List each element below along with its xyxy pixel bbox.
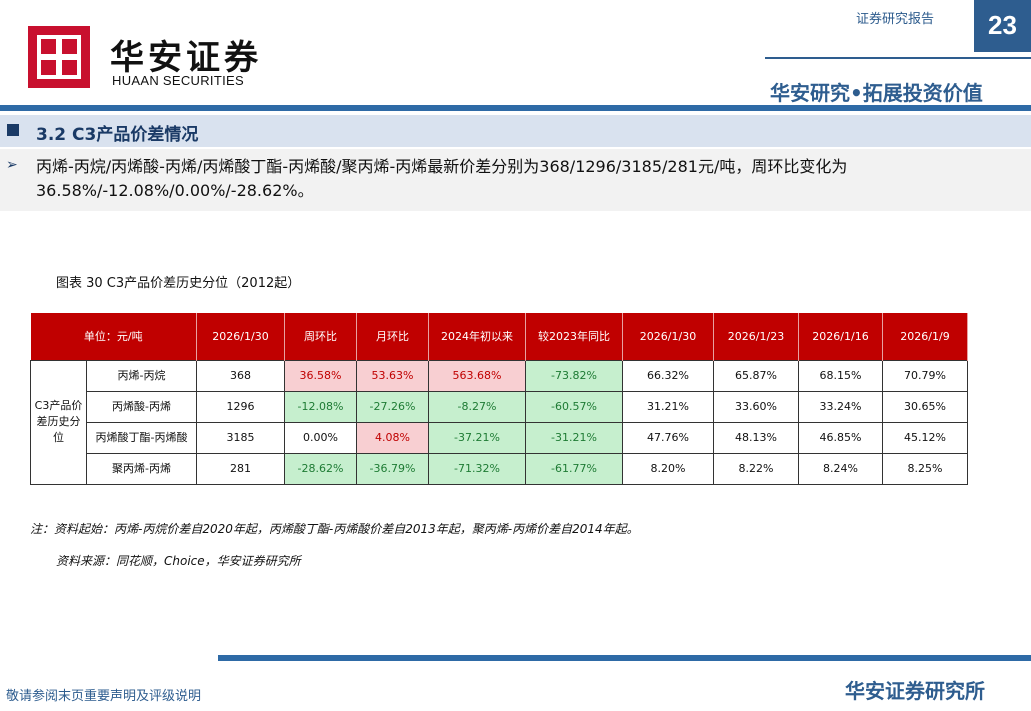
- section-title: 3.2 C3产品价差情况: [36, 125, 199, 145]
- cell-percentile: 33.24%: [798, 390, 883, 423]
- page-number: 23: [974, 0, 1031, 52]
- cell-percentile: 66.32%: [622, 359, 714, 392]
- cell-mom: -27.26%: [356, 390, 429, 423]
- cell-percentile: 8.25%: [882, 452, 968, 485]
- cell-mom: -36.79%: [356, 452, 429, 485]
- table-header-cell: 2024年初以来: [428, 313, 526, 360]
- cell-wow: -12.08%: [284, 390, 357, 423]
- logo-english-text: HUAAN SECURITIES: [112, 73, 244, 88]
- header-divider: [0, 105, 1031, 111]
- cell-percentile: 68.15%: [798, 359, 883, 392]
- table-header-cell: 2026/1/30: [196, 313, 285, 360]
- table-header-unit: 单位：元/吨: [30, 313, 197, 360]
- row-name: 丙烯酸-丙烯: [86, 390, 197, 423]
- cell-percentile: 47.76%: [622, 421, 714, 454]
- cell-wow: 36.58%: [284, 359, 357, 392]
- table-header-cell: 2026/1/23: [713, 313, 799, 360]
- cell-wow: -28.62%: [284, 452, 357, 485]
- cell-value: 1296: [196, 390, 285, 423]
- cell-value: 3185: [196, 421, 285, 454]
- summary-box: ➢ 丙烯-丙烷/丙烯酸-丙烯/丙烯酸丁酯-丙烯酸/聚丙烯-丙烯最新价差分别为36…: [0, 149, 1031, 211]
- cell-percentile: 46.85%: [798, 421, 883, 454]
- cell-ytd: -8.27%: [428, 390, 526, 423]
- table-note: 注：资料起始：丙烯-丙烷价差自2020年起，丙烯酸丁酯-丙烯酸价差自2013年起…: [30, 522, 639, 536]
- company-logo-icon: [28, 26, 90, 88]
- table-row: 聚丙烯-丙烯 281 -28.62% -36.79% -71.32% -61.7…: [31, 452, 968, 485]
- section-header: 3.2 C3产品价差情况: [0, 115, 1031, 147]
- arrow-bullet-icon: ➢: [6, 157, 18, 173]
- cell-value: 368: [196, 359, 285, 392]
- table-row: C3产品价差历史分位 丙烯-丙烷 368 36.58% 53.63% 563.6…: [30, 359, 968, 485]
- table-header-cell: 2026/1/16: [798, 313, 883, 360]
- header-rule: [765, 57, 1031, 59]
- cell-yoy: -61.77%: [525, 452, 623, 485]
- cell-percentile: 70.79%: [882, 359, 968, 392]
- table-header-row: 单位：元/吨 2026/1/30 周环比 月环比 2024年初以来 较2023年…: [30, 313, 968, 360]
- footer-divider: [218, 655, 1031, 661]
- cell-percentile: 45.12%: [882, 421, 968, 454]
- cell-percentile: 65.87%: [713, 359, 799, 392]
- cell-yoy: -73.82%: [525, 359, 623, 392]
- table-header-cell: 月环比: [356, 313, 429, 360]
- table-header-cell: 周环比: [284, 313, 357, 360]
- cell-yoy: -60.57%: [525, 390, 623, 423]
- cell-wow: 0.00%: [284, 421, 357, 454]
- figure-title: 图表 30 C3产品价差历史分位（2012起）: [56, 276, 301, 291]
- section-bullet-icon: [7, 124, 19, 136]
- cell-percentile: 8.20%: [622, 452, 714, 485]
- spread-percentile-table: 单位：元/吨 2026/1/30 周环比 月环比 2024年初以来 较2023年…: [30, 313, 968, 485]
- row-name: 聚丙烯-丙烯: [86, 452, 197, 485]
- footer-brand: 华安证券研究所: [845, 679, 985, 703]
- table-row: 丙烯酸-丙烯 1296 -12.08% -27.26% -8.27% -60.5…: [31, 390, 968, 423]
- slogan: 华安研究•拓展投资价值: [770, 81, 983, 105]
- cell-mom: 53.63%: [356, 359, 429, 392]
- cell-ytd: 563.68%: [428, 359, 526, 392]
- cell-ytd: -71.32%: [428, 452, 526, 485]
- cell-mom: 4.08%: [356, 421, 429, 454]
- report-type-label: 证券研究报告: [856, 12, 935, 27]
- cell-ytd: -37.21%: [428, 421, 526, 454]
- cell-percentile: 30.65%: [882, 390, 968, 423]
- cell-yoy: -31.21%: [525, 421, 623, 454]
- table-header-cell: 2026/1/30: [622, 313, 714, 360]
- row-group-label: C3产品价差历史分位: [30, 359, 87, 485]
- table-header-cell: 2026/1/9: [882, 313, 968, 360]
- cell-percentile: 48.13%: [713, 421, 799, 454]
- footer-disclaimer: 敬请参阅末页重要声明及评级说明: [6, 689, 202, 704]
- cell-percentile: 33.60%: [713, 390, 799, 423]
- row-name: 丙烯-丙烷: [86, 359, 197, 392]
- table-header-cell: 较2023年同比: [525, 313, 623, 360]
- cell-value: 281: [196, 452, 285, 485]
- logo-chinese-text: 华安证券: [110, 38, 262, 78]
- table-row: 丙烯酸丁酯-丙烯酸 3185 0.00% 4.08% -37.21% -31.2…: [31, 421, 968, 454]
- data-source: 资料来源：同花顺，Choice，华安证券研究所: [56, 554, 301, 568]
- cell-percentile: 8.22%: [713, 452, 799, 485]
- cell-percentile: 8.24%: [798, 452, 883, 485]
- row-name: 丙烯酸丁酯-丙烯酸: [86, 421, 197, 454]
- cell-percentile: 31.21%: [622, 390, 714, 423]
- summary-text: 丙烯-丙烷/丙烯酸-丙烯/丙烯酸丁酯-丙烯酸/聚丙烯-丙烯最新价差分别为368/…: [36, 157, 848, 200]
